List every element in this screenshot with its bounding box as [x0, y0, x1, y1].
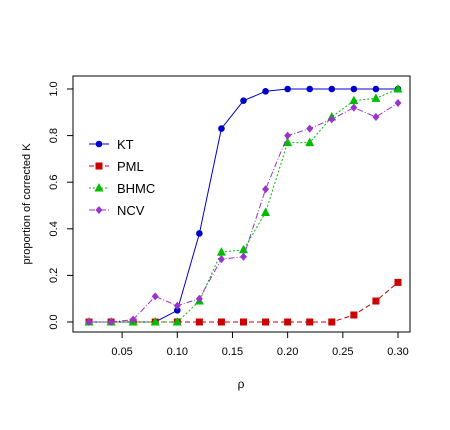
x-tick-label: 0.05 [111, 346, 132, 358]
data-point-pml [240, 318, 247, 326]
data-point-pml [372, 297, 380, 305]
data-point-bhmc [349, 95, 359, 105]
legend-label-bhmc: BHMC [117, 181, 155, 196]
x-tick-label: 0.25 [332, 346, 353, 358]
data-point-ncv [328, 115, 336, 124]
data-point-kt [284, 85, 291, 93]
legend-item-ncv: NCV [89, 203, 145, 218]
y-tick-label: 1.0 [48, 81, 60, 96]
data-point-ncv [284, 131, 292, 140]
data-point-bhmc [150, 317, 160, 326]
legend-item-pml: PML [89, 159, 144, 174]
x-tick-label: 0.20 [277, 346, 298, 358]
data-point-bhmc [239, 244, 248, 254]
data-point-kt [196, 230, 203, 237]
data-point-ncv [173, 301, 181, 310]
data-point-pml [262, 318, 270, 326]
legend-marker-bhmc [94, 183, 104, 192]
data-point-pml [306, 318, 314, 326]
data-point-kt [306, 85, 314, 93]
data-point-ncv [240, 252, 247, 261]
data-point-kt [240, 97, 247, 104]
data-point-ncv [394, 98, 402, 107]
data-point-bhmc [371, 93, 381, 102]
data-point-bhmc [261, 207, 271, 216]
data-point-bhmc [305, 137, 315, 147]
data-point-bhmc [172, 317, 182, 326]
legend-label-kt: KT [117, 137, 134, 152]
legend-item-bhmc: BHMC [89, 181, 155, 196]
data-point-ncv [262, 185, 270, 194]
data-point-ncv [372, 112, 380, 121]
y-tick-label: 0.8 [48, 128, 60, 143]
x-tick-label: 0.30 [387, 346, 408, 358]
data-point-ncv [306, 124, 314, 133]
legend-item-kt: KT [89, 137, 134, 152]
y-axis-label: proportion of corrected K [21, 143, 33, 265]
data-point-ncv [195, 294, 203, 303]
series-layer [84, 84, 403, 326]
series-ncv [85, 98, 402, 326]
series-line-bhmc [89, 88, 399, 323]
legend-label-ncv: NCV [117, 203, 145, 218]
legend-marker-ncv [95, 206, 103, 214]
x-tick-label: 0.15 [222, 346, 243, 358]
data-point-pml [328, 318, 336, 326]
data-point-ncv [350, 103, 358, 112]
data-point-bhmc [283, 137, 293, 147]
data-point-ncv [85, 318, 93, 326]
data-point-ncv [217, 255, 225, 264]
data-point-bhmc [393, 84, 403, 93]
x-axis: 0.05 0.10 0.15 0.20 0.25 0.30 [111, 331, 409, 358]
data-point-ncv [151, 292, 159, 301]
y-tick-label: 0.0 [48, 314, 60, 329]
data-point-pml [394, 278, 402, 286]
data-point-kt [218, 125, 225, 132]
legend-marker-kt [95, 140, 103, 148]
data-point-kt [262, 88, 269, 95]
x-axis-label: ρ [238, 377, 245, 391]
legend: KT PML BHMC NCV [89, 137, 155, 218]
data-point-bhmc [216, 247, 226, 256]
legend-marker-pml [95, 162, 103, 170]
data-point-pml [217, 318, 225, 326]
y-tick-label: 0.2 [48, 268, 60, 283]
data-point-ncv [107, 318, 115, 326]
y-tick-label: 0.4 [48, 221, 60, 236]
data-point-kt [372, 85, 380, 93]
data-point-kt [328, 85, 336, 93]
data-point-ncv [129, 315, 137, 324]
data-point-pml [195, 318, 203, 326]
y-tick-label: 0.6 [48, 175, 60, 190]
data-point-kt [350, 85, 358, 93]
x-tick-label: 0.10 [167, 346, 188, 358]
data-point-pml [284, 318, 292, 326]
data-point-kt [173, 307, 181, 314]
data-point-pml [350, 311, 358, 319]
legend-label-pml: PML [117, 159, 144, 174]
y-axis: 0.0 0.2 0.4 0.6 0.8 1.0 [48, 81, 74, 330]
